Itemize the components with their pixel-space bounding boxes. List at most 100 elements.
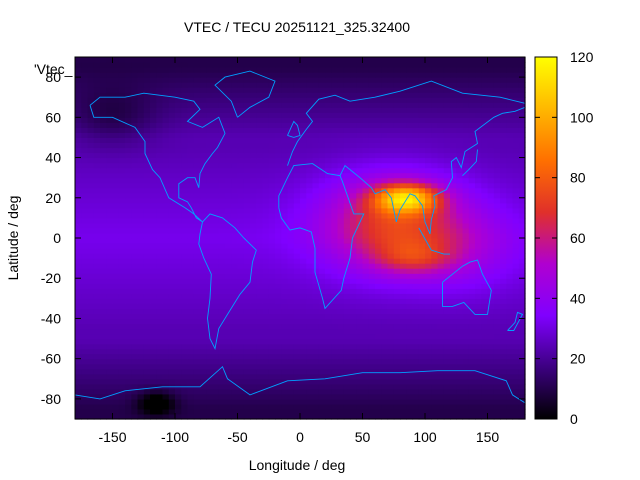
heatmap-cell [281, 293, 289, 299]
heatmap-cell [225, 293, 232, 299]
heatmap-cell [212, 107, 220, 113]
heatmap-cell [306, 333, 314, 340]
heatmap-cell [400, 197, 407, 204]
heatmap-cell [256, 393, 264, 400]
heatmap-cell [281, 112, 289, 118]
heatmap-cell [256, 378, 264, 385]
heatmap-cell [406, 258, 414, 264]
heatmap-cell [237, 248, 245, 254]
heatmap-cell [406, 368, 414, 375]
heatmap-cell [325, 233, 332, 239]
heatmap-cell [125, 288, 132, 294]
heatmap-cell [356, 222, 364, 229]
heatmap-cell [431, 132, 439, 138]
heatmap-cell [350, 268, 357, 274]
heatmap-cell [156, 308, 164, 314]
heatmap-cell [287, 363, 295, 370]
heatmap-cell [218, 338, 226, 345]
heatmap-cell [318, 298, 326, 304]
heatmap-cell [275, 117, 282, 123]
heatmap-cell [131, 233, 139, 239]
heatmap-cell [137, 278, 145, 284]
heatmap-cell [512, 268, 520, 274]
heatmap-cell [418, 197, 426, 204]
heatmap-cell [318, 323, 326, 330]
heatmap-cell [450, 167, 457, 174]
heatmap-cell [150, 197, 157, 204]
heatmap-cell [156, 172, 164, 179]
heatmap-cell [337, 82, 345, 88]
heatmap-cell [318, 182, 326, 189]
heatmap-cell [268, 408, 276, 415]
heatmap-cell [500, 137, 507, 143]
heatmap-cell [493, 87, 501, 93]
heatmap-cell [93, 202, 101, 209]
heatmap-cell [506, 227, 514, 234]
heatmap-cell [437, 243, 445, 249]
heatmap-cell [131, 212, 139, 219]
heatmap-cell [75, 303, 82, 309]
heatmap-cell [362, 162, 370, 169]
heatmap-cell [431, 253, 439, 259]
heatmap-cell [143, 182, 151, 189]
heatmap-cell [350, 308, 357, 314]
heatmap-cell [125, 137, 132, 143]
heatmap-cell [418, 258, 426, 264]
heatmap-cell [200, 192, 207, 199]
heatmap-cell [468, 157, 476, 164]
heatmap-cell [118, 217, 126, 224]
heatmap-cell [431, 157, 439, 164]
heatmap-cell [268, 122, 276, 128]
heatmap-cell [450, 238, 457, 244]
heatmap-cell [418, 207, 426, 214]
heatmap-cell [81, 132, 89, 138]
heatmap-cell [87, 348, 95, 355]
heatmap-cell [356, 202, 364, 209]
heatmap-cell [262, 348, 270, 355]
heatmap-cell [393, 348, 401, 355]
heatmap-cell [481, 212, 489, 219]
heatmap-cell [200, 263, 207, 269]
heatmap-cell [356, 142, 364, 149]
heatmap-cell [181, 388, 189, 395]
heatmap-cell [356, 238, 364, 244]
heatmap-cell [106, 177, 114, 184]
heatmap-cell [118, 253, 126, 259]
heatmap-cell [500, 202, 507, 209]
heatmap-cell [106, 102, 114, 108]
heatmap-cell [193, 107, 201, 113]
heatmap-cell [106, 97, 114, 103]
heatmap-cell [493, 273, 501, 279]
heatmap-cell [143, 238, 151, 244]
heatmap-cell [468, 142, 476, 149]
heatmap-cell [168, 192, 176, 199]
heatmap-cell [400, 127, 407, 133]
heatmap-cell [393, 353, 401, 360]
heatmap-cell [168, 414, 176, 420]
heatmap-cell [337, 137, 345, 143]
heatmap-cell [81, 348, 89, 355]
heatmap-cell [156, 243, 164, 249]
heatmap-cell [275, 323, 282, 330]
heatmap-cell [337, 142, 345, 149]
heatmap-cell [293, 298, 301, 304]
heatmap-cell [93, 142, 101, 149]
heatmap-cell [393, 333, 401, 340]
heatmap-cell [156, 263, 164, 269]
heatmap-cell [431, 167, 439, 174]
heatmap-cell [100, 348, 107, 355]
heatmap-cell [231, 323, 239, 330]
heatmap-cell [331, 182, 339, 189]
heatmap-cell [493, 338, 501, 345]
heatmap-cell [425, 192, 432, 199]
heatmap-cell [437, 182, 445, 189]
heatmap-cell [368, 298, 376, 304]
heatmap-cell [325, 278, 332, 284]
heatmap-cell [306, 378, 314, 385]
heatmap-cell [350, 137, 357, 143]
heatmap-cell [137, 77, 145, 83]
heatmap-cell [506, 388, 514, 395]
heatmap-cell [518, 233, 526, 239]
heatmap-cell [443, 358, 451, 365]
heatmap-cell [93, 182, 101, 189]
